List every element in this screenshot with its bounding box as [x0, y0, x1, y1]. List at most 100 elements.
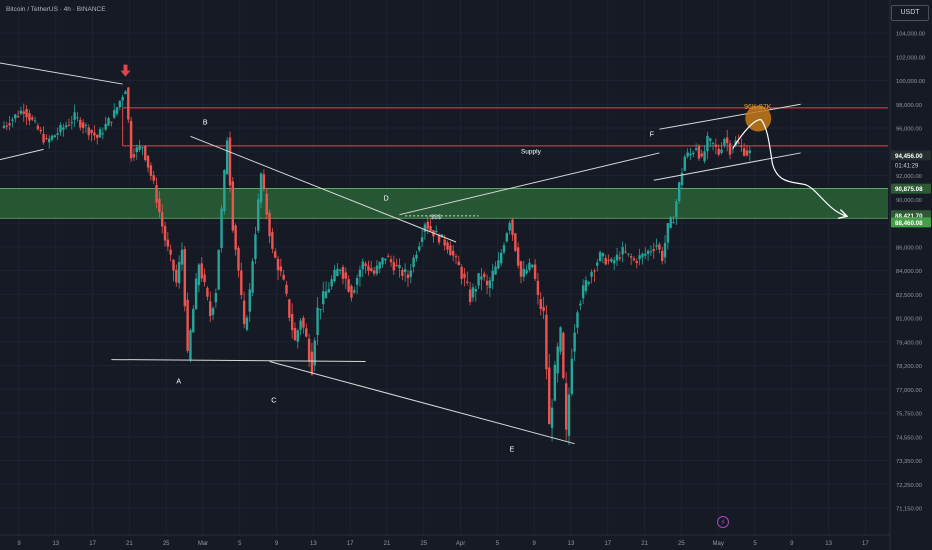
candle-body	[87, 127, 90, 136]
candle-body	[395, 265, 398, 267]
candle-body	[581, 285, 585, 299]
candle	[141, 146, 144, 156]
candle	[112, 103, 116, 119]
candle-body	[135, 147, 138, 153]
candle-body	[697, 145, 701, 159]
candle	[355, 274, 359, 294]
candle-body	[248, 289, 251, 312]
price-tick-label: 96,000.00	[896, 127, 922, 133]
candle	[265, 188, 268, 220]
candle	[53, 134, 57, 138]
candle-body	[607, 259, 610, 261]
candle-body	[576, 312, 579, 328]
candle	[661, 246, 664, 265]
candle-body	[336, 268, 339, 277]
candle-body	[118, 100, 122, 108]
candle-body	[531, 264, 534, 268]
trendline-c-e	[269, 361, 575, 445]
candle-body	[268, 212, 271, 237]
candle	[601, 252, 605, 264]
candle-body	[686, 152, 689, 157]
time-tick-label: May	[713, 541, 724, 547]
candle-body	[254, 234, 257, 259]
time-tick-label: 13	[825, 541, 832, 547]
candle-body	[672, 222, 675, 224]
candle-body	[584, 280, 588, 292]
candle-body	[73, 112, 76, 120]
candle	[209, 291, 212, 323]
candle-body	[570, 358, 574, 394]
zone-top-tag-bg	[891, 183, 931, 194]
candle-body	[669, 217, 672, 228]
candle	[508, 220, 511, 235]
price-axis[interactable]: 104,000.00 102,000.00 100,000.00 98,000.00 9…	[889, 0, 932, 550]
demand-zone	[0, 188, 888, 219]
candle-body	[418, 246, 421, 251]
candle-body	[429, 225, 432, 232]
candle	[310, 343, 314, 376]
candle	[607, 254, 610, 265]
candle-body	[282, 274, 285, 280]
candle	[700, 149, 703, 158]
candle-body	[398, 264, 401, 269]
candle	[177, 255, 181, 289]
candle	[709, 137, 712, 147]
candle	[655, 238, 658, 251]
candle-body	[364, 263, 367, 267]
candle-body	[720, 149, 723, 153]
price-tick-label: 77,000.00	[896, 388, 922, 394]
candle-body	[545, 314, 548, 370]
candle	[553, 361, 557, 402]
candle	[93, 125, 96, 141]
currency-button[interactable]: USDT	[891, 5, 929, 21]
candle	[245, 315, 249, 332]
zone-top-tag-text: 90,875.08	[895, 186, 923, 193]
candle	[488, 277, 492, 297]
candle	[728, 139, 732, 160]
candle	[745, 144, 749, 157]
time-tick-label: 21	[126, 541, 133, 547]
price-tick-label: 86,000.00	[896, 245, 922, 251]
candle-body	[564, 383, 568, 430]
candle	[429, 218, 432, 233]
candle	[45, 134, 48, 141]
candle	[649, 245, 653, 256]
candle	[144, 145, 147, 162]
candle	[635, 258, 638, 269]
candle	[194, 272, 198, 310]
candle	[463, 268, 466, 287]
candle-body	[50, 135, 54, 140]
candle-body	[497, 260, 500, 269]
candle	[579, 300, 582, 311]
zones	[0, 107, 888, 219]
candle-body	[443, 239, 446, 246]
candle	[62, 123, 65, 137]
projected-path-arrow	[732, 119, 846, 216]
time-axis[interactable]: 9 13 17 21 25 Mar 5 9 13 17 21 25 Apr 5 9 13 17 21 25 May 5 9…	[0, 534, 890, 547]
candles	[2, 86, 751, 446]
candle	[598, 250, 602, 263]
candle	[163, 221, 167, 247]
candle	[155, 177, 158, 209]
candle-body	[511, 219, 514, 236]
candle-body	[375, 265, 379, 274]
candle	[624, 243, 627, 254]
candle-body	[158, 198, 161, 213]
candle-body	[709, 138, 712, 142]
price-tick-label: 104,000.00	[896, 32, 925, 38]
trendline-top-left	[0, 62, 123, 85]
price-tick-label: 90,000.00	[896, 198, 922, 204]
price-tick-label: 98,000.00	[896, 103, 922, 109]
candle	[432, 230, 435, 243]
candle-body	[36, 125, 40, 130]
candle	[666, 222, 670, 250]
candle-body	[519, 261, 523, 277]
candle-body	[313, 340, 316, 366]
candle	[90, 129, 93, 142]
candle	[395, 258, 398, 267]
target-label: 96K-97K	[744, 104, 772, 111]
time-tick-label: 25	[163, 541, 170, 547]
candle-body	[677, 182, 681, 202]
candle-body	[341, 266, 345, 279]
